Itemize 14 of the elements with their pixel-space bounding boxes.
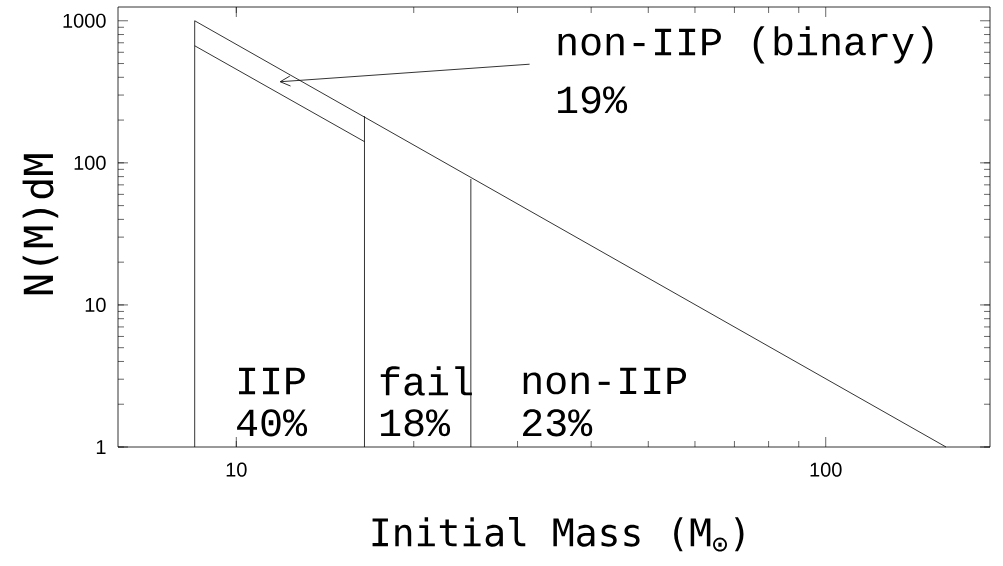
- annotation: non-IIP (binary): [558, 26, 933, 64]
- y-tick-label: 1000: [63, 13, 106, 28]
- x-axis-title: Initial Mass (M$_{⊙}$): [372, 517, 744, 552]
- annotation: 23%: [523, 409, 593, 437]
- annotation: fail: [380, 366, 472, 396]
- y-tick-label: 10: [85, 297, 106, 312]
- annotation: 40%: [237, 409, 308, 437]
- annotation: 19%: [557, 86, 628, 114]
- annotation: IIP: [239, 367, 305, 395]
- annotation: 18%: [380, 409, 451, 437]
- annotation: non-IIP: [523, 367, 687, 395]
- y-tick-label: 1: [96, 440, 106, 454]
- y-axis-title: N(M)dM: [22, 154, 59, 295]
- y-tick-label: 100: [74, 155, 106, 170]
